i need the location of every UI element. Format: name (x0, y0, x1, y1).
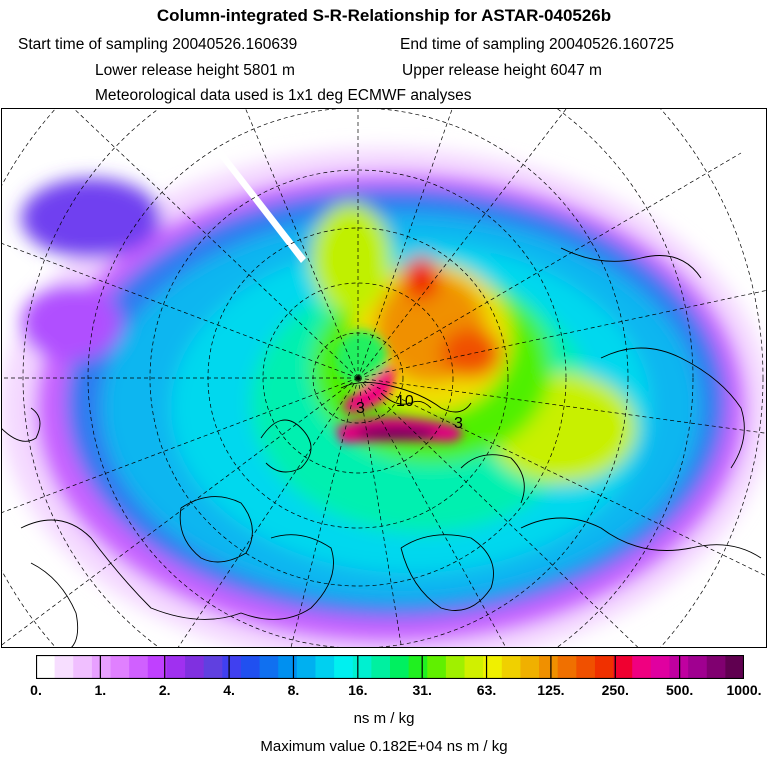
colorbar-tick-label: 63. (476, 682, 497, 698)
colorbar-units: ns m / kg (353, 710, 415, 727)
maximum-value-label: Maximum value 0.182E+04 ns m / kg (260, 738, 508, 755)
coastlines (1, 247, 762, 648)
start-time-label: Start time of sampling 20040526.160639 (18, 36, 298, 53)
lower-release-height-label: Lower release height 5801 m (95, 62, 295, 79)
contour-label-3: 3 (454, 415, 463, 432)
colorbar-swatch (278, 655, 298, 679)
plot-title: Column-integrated S-R-Relationship for A… (156, 6, 612, 25)
polar-map: 3 10 3 (1, 108, 767, 648)
colorbar-swatch (185, 655, 205, 679)
colorbar-swatch (557, 655, 577, 679)
colorbar-tick-label: 1. (94, 682, 107, 698)
colorbar-swatch (706, 655, 726, 679)
colorbar-swatch (203, 655, 223, 679)
colorbar-swatch (408, 655, 428, 679)
colorbar-tick-label: 31. (412, 682, 432, 698)
contour-label-1: 3 (356, 400, 365, 417)
colorbar-tick-label: 2. (158, 682, 171, 698)
colorbar-tick-label: 125. (537, 682, 565, 698)
colorbar-swatch (240, 655, 261, 679)
contour-label-2: 10 (396, 393, 414, 410)
colorbar-tick-label: 8. (287, 682, 300, 698)
colorbar-swatch (166, 655, 186, 679)
colorbar-swatch (352, 655, 372, 679)
colorbar-tick-label: 1000. (726, 682, 762, 698)
colorbar-swatch (91, 655, 112, 679)
colorbar-swatch (73, 655, 93, 679)
colorbar-swatch (129, 655, 149, 679)
colorbar-tick-label: 0. (30, 682, 42, 698)
colorbar (35, 654, 745, 680)
graticule (1, 108, 767, 648)
map-frame (1, 108, 767, 648)
colorbar-swatch (334, 655, 354, 679)
end-time-label: End time of sampling 20040526.160725 (400, 36, 675, 53)
colorbar-swatch (594, 655, 615, 679)
colorbar-swatch (520, 655, 540, 679)
colorbar-swatch (483, 655, 503, 679)
data-gap (197, 123, 306, 263)
meteorological-data-label: Meteorological data used is 1x1 deg ECMW… (95, 87, 472, 104)
colorbar-swatch (427, 655, 447, 679)
polar-map-panel: 3 10 3 (1, 108, 767, 648)
colorbar-swatch (688, 655, 708, 679)
colorbar-swatch (445, 655, 466, 679)
colorbar-tick-label: 16. (348, 682, 368, 698)
colorbar-swatch (725, 655, 745, 679)
colorbar-swatch (501, 655, 522, 679)
colorbar-swatch (650, 655, 671, 679)
upper-release-height-label: Upper release height 6047 m (402, 62, 602, 79)
colorbar-swatch (390, 655, 410, 679)
colorbar-swatch (147, 655, 168, 679)
colorbar-swatch (36, 655, 56, 679)
colorbar-graphic (35, 654, 745, 680)
colorbar-swatch (110, 655, 130, 679)
colorbar-swatch (222, 655, 242, 679)
colorbar-swatch (296, 655, 317, 679)
colorbar-swatch (54, 655, 74, 679)
colorbar-swatch (464, 655, 484, 679)
colorbar-swatch (371, 655, 391, 679)
colorbar-swatch (315, 655, 335, 679)
colorbar-swatch (632, 655, 652, 679)
colorbar-swatch (539, 655, 559, 679)
colorbar-swatch (576, 655, 596, 679)
colorbar-swatch (259, 655, 279, 679)
colorbar-tick-label: 500. (666, 682, 694, 698)
colorbar-border (35, 654, 745, 680)
colorbar-tick-label: 250. (601, 682, 629, 698)
colorbar-tick-label: 4. (223, 682, 235, 698)
colorbar-swatch (613, 655, 633, 679)
